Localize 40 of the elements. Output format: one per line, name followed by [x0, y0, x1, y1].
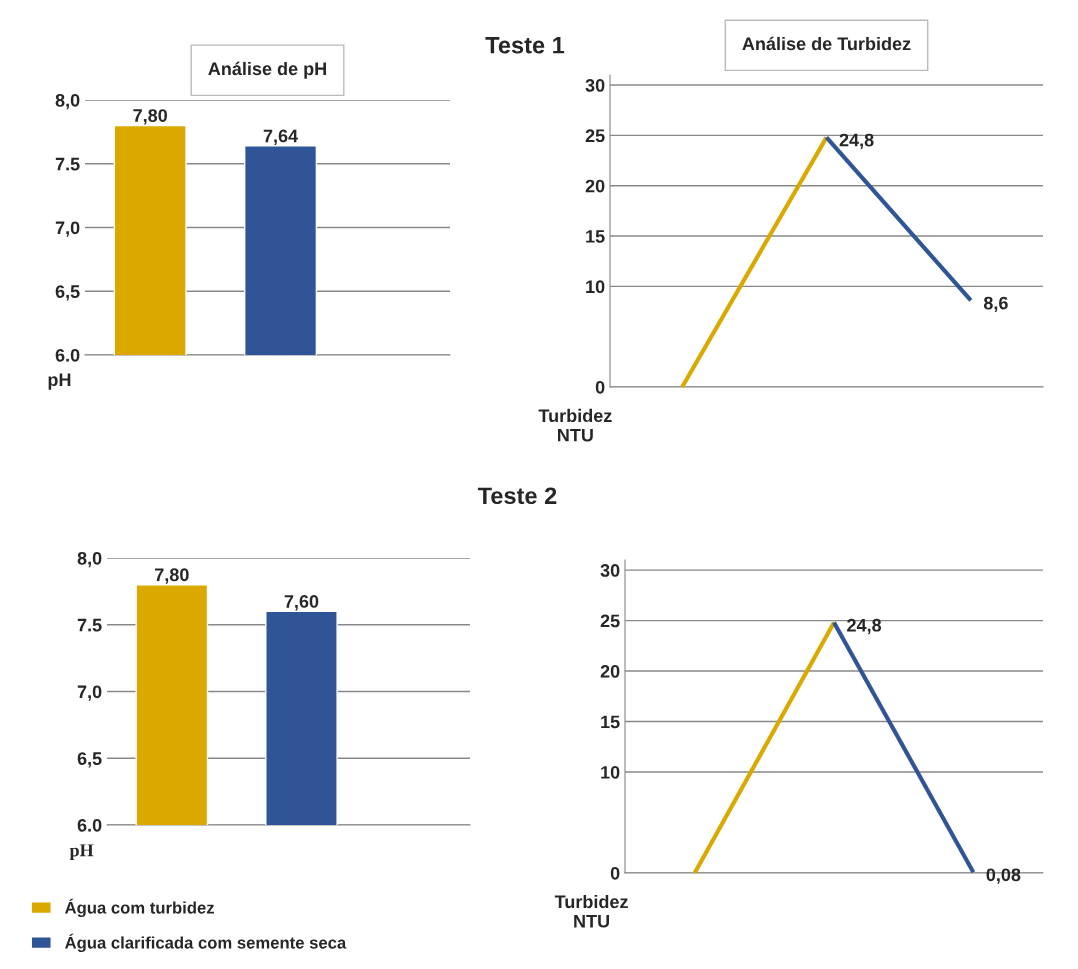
y-tick-label: 7,0 [55, 221, 80, 237]
y-tick-label: 10 [601, 765, 620, 779]
data-label: 24,8 [847, 618, 882, 635]
y-tick-label: 30 [585, 79, 605, 92]
y-tick-label: 6,5 [77, 752, 102, 768]
data-label: 7,64 [263, 129, 299, 145]
y-axis-title: Turbidez NTU [554, 894, 628, 928]
data-label: 7,80 [133, 109, 168, 125]
data-label: 7,60 [284, 595, 319, 611]
data-label: 0,08 [986, 868, 1021, 884]
y-tick-label: 7,0 [77, 685, 102, 701]
legend-label: Água clarificada com semente seca [65, 933, 347, 953]
y-axis-title: pH [69, 844, 94, 861]
y-tick-label: 25 [585, 129, 605, 143]
y-tick-label: 0 [610, 866, 620, 880]
legend-label: Água com turbidez [65, 898, 214, 918]
chart-title: Análise de Turbidez [742, 36, 911, 51]
data-label: 8,6 [983, 296, 1008, 313]
y-tick-label: 8,0 [55, 93, 80, 110]
y-tick-label: 25 [600, 614, 620, 628]
y-tick-label: 6.0 [77, 818, 102, 832]
y-tick-label: 20 [600, 665, 620, 678]
y-tick-label: 15 [601, 715, 620, 729]
y-axis-title: pH [48, 373, 71, 390]
y-tick-label: 7.5 [55, 157, 80, 171]
y-tick-label: 6.0 [55, 348, 80, 362]
y-axis-title: Turbidez NTU [538, 408, 612, 442]
data-label: 7,80 [155, 568, 189, 584]
y-tick-label: 7.5 [77, 618, 102, 632]
y-tick-label: 6,5 [55, 285, 80, 301]
y-tick-label: 0 [595, 380, 605, 394]
data-label: 24,8 [839, 133, 874, 150]
text: Teste 2 [477, 487, 557, 505]
y-tick-label: 8,0 [77, 551, 102, 568]
y-tick-label: 30 [600, 564, 620, 577]
chart-title: Análise de pH [208, 61, 326, 79]
y-tick-label: 20 [585, 179, 605, 193]
y-tick-label: 10 [586, 280, 605, 294]
y-tick-label: 15 [586, 230, 605, 243]
text: Teste 1 [485, 37, 565, 54]
